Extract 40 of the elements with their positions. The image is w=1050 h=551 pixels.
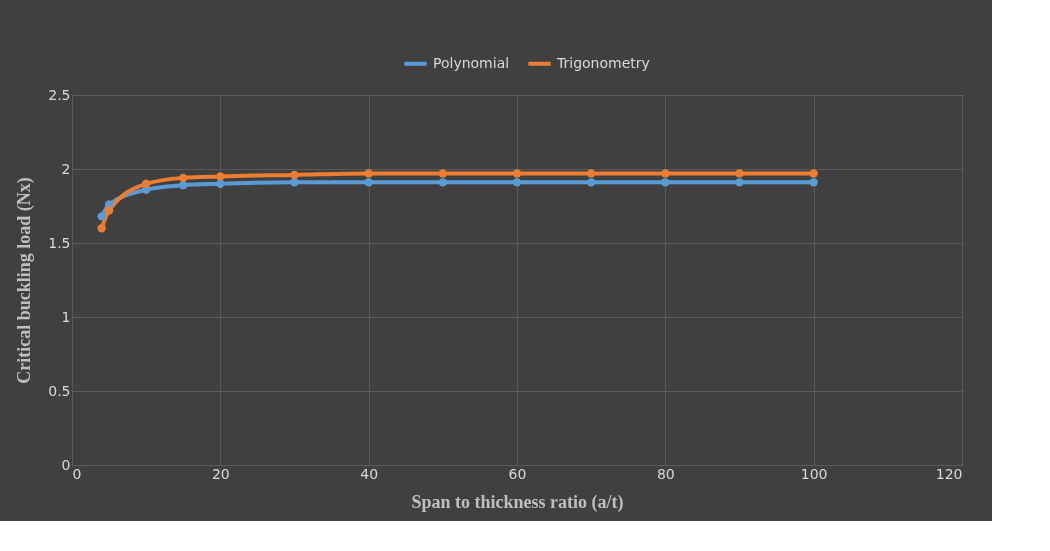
- point: [809, 178, 818, 187]
- x-tick-label: 80: [656, 465, 675, 482]
- x-tick-label: 40: [360, 465, 379, 482]
- y-tick-label: 1: [61, 308, 71, 325]
- point: [586, 178, 596, 187]
- y-tick-label: 2: [61, 160, 71, 177]
- point: [438, 178, 448, 187]
- x-tick-label: 100: [800, 465, 828, 482]
- point: [216, 172, 225, 181]
- point: [512, 169, 522, 178]
- point: [364, 169, 373, 178]
- point: [661, 178, 670, 187]
- point: [586, 169, 596, 178]
- point: [97, 224, 106, 233]
- y-tick-label: 2.5: [48, 86, 71, 103]
- x-axis-title: Span to thickness ratio (a/t): [411, 491, 624, 513]
- point: [735, 169, 744, 178]
- point: [512, 178, 522, 187]
- x-tick-label: 20: [211, 465, 230, 482]
- point: [290, 170, 299, 180]
- point: [104, 206, 114, 215]
- y-tick-label: 0.5: [48, 382, 71, 399]
- point: [179, 181, 188, 190]
- point: [809, 169, 818, 178]
- point: [735, 178, 744, 187]
- point: [661, 169, 670, 178]
- x-tick-label: 120: [935, 465, 963, 482]
- legend-label: Polynomial: [433, 54, 510, 71]
- legend-label: Trigonometry: [556, 54, 650, 71]
- y-tick-label: 1.5: [48, 234, 71, 251]
- x-tick-label: 60: [508, 465, 527, 482]
- point: [179, 173, 188, 183]
- point: [364, 178, 373, 187]
- point: [141, 179, 151, 188]
- point: [438, 169, 448, 178]
- point: [97, 212, 106, 221]
- point: [216, 179, 225, 188]
- point: [290, 178, 299, 187]
- x-tick-label: 0: [72, 465, 82, 482]
- y-axis-title: Critical buckling load (Nx): [14, 177, 36, 384]
